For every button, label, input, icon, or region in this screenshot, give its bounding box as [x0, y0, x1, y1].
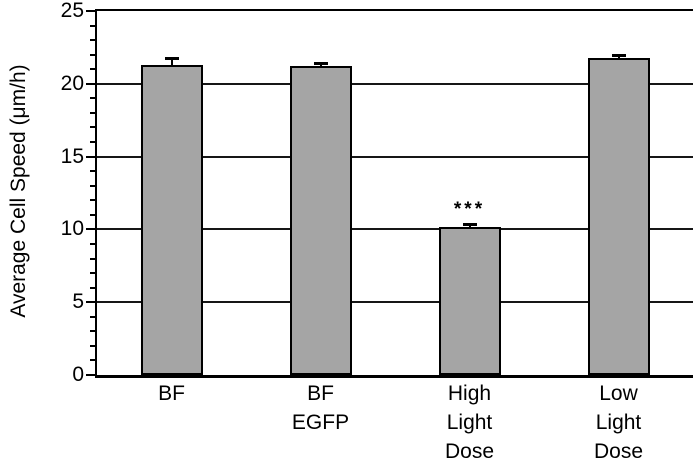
y-tick-label: 20 — [60, 71, 84, 95]
y-minor-tick — [90, 53, 95, 56]
y-minor-tick — [90, 359, 95, 362]
y-tick-label: 0 — [72, 363, 84, 386]
y-minor-tick — [90, 286, 95, 289]
y-major-tick — [86, 82, 95, 85]
x-category-label-line: BF — [307, 382, 334, 405]
y-minor-tick — [90, 199, 95, 202]
error-bar-cap — [164, 56, 179, 60]
x-category-label: BF EGFP — [246, 379, 395, 466]
y-minor-tick — [90, 315, 95, 318]
gridline — [97, 228, 693, 231]
y-tick-label: 10 — [60, 217, 84, 241]
y-minor-tick — [90, 272, 95, 275]
gridline — [97, 155, 693, 158]
y-axis-title: Average Cell Speed (μm/h) — [7, 64, 30, 318]
x-category-label-line: Dose — [593, 440, 644, 463]
error-bar-cap — [611, 53, 626, 57]
y-major-tick — [86, 374, 95, 376]
y-minor-tick — [90, 141, 95, 144]
y-tick-label: 25 — [60, 0, 84, 22]
bar — [438, 226, 501, 375]
y-minor-tick — [90, 68, 95, 71]
y-tick-label: 5 — [72, 290, 84, 314]
x-category-label-line: EGFP — [291, 411, 350, 434]
error-bar-whisker — [170, 57, 173, 65]
y-tick-label: 15 — [60, 144, 84, 168]
y-major-tick — [86, 155, 95, 158]
x-category-label-line: BF — [158, 382, 185, 405]
y-minor-tick — [90, 330, 95, 333]
y-minor-tick — [90, 257, 95, 260]
y-minor-tick — [90, 242, 95, 245]
y-minor-tick — [90, 39, 95, 42]
bar — [289, 66, 352, 375]
y-minor-tick — [90, 126, 95, 129]
error-bar-cap — [462, 222, 477, 226]
significance-stars: *** — [453, 198, 486, 220]
gridline — [97, 301, 693, 304]
x-category-label: High Light Dose — [395, 379, 544, 466]
y-major-tick — [86, 228, 95, 231]
x-category-label-line: High — [447, 382, 492, 405]
error-bar-cap — [313, 62, 328, 66]
y-minor-tick — [90, 213, 95, 216]
plot-area: *** — [95, 9, 693, 378]
gridline — [97, 82, 693, 85]
x-category-label: BF — [97, 379, 246, 466]
y-minor-tick — [90, 111, 95, 114]
x-category-label: Low Light Dose — [544, 379, 693, 466]
bar — [140, 64, 203, 375]
y-minor-tick — [90, 184, 95, 187]
y-minor-tick — [90, 97, 95, 100]
y-minor-tick — [90, 344, 95, 347]
x-category-label-line: Light — [595, 411, 642, 434]
x-category-label-line: Dose — [444, 440, 495, 463]
y-major-tick — [86, 10, 95, 12]
y-major-tick — [86, 301, 95, 304]
x-axis-labels: BF BF EGFP High Light Dose Low Light Dose — [97, 379, 693, 466]
bar — [587, 57, 650, 375]
x-category-label-line: Low — [599, 382, 638, 405]
x-category-label-line: Light — [446, 411, 493, 434]
y-minor-tick — [90, 170, 95, 173]
y-minor-tick — [90, 24, 95, 27]
